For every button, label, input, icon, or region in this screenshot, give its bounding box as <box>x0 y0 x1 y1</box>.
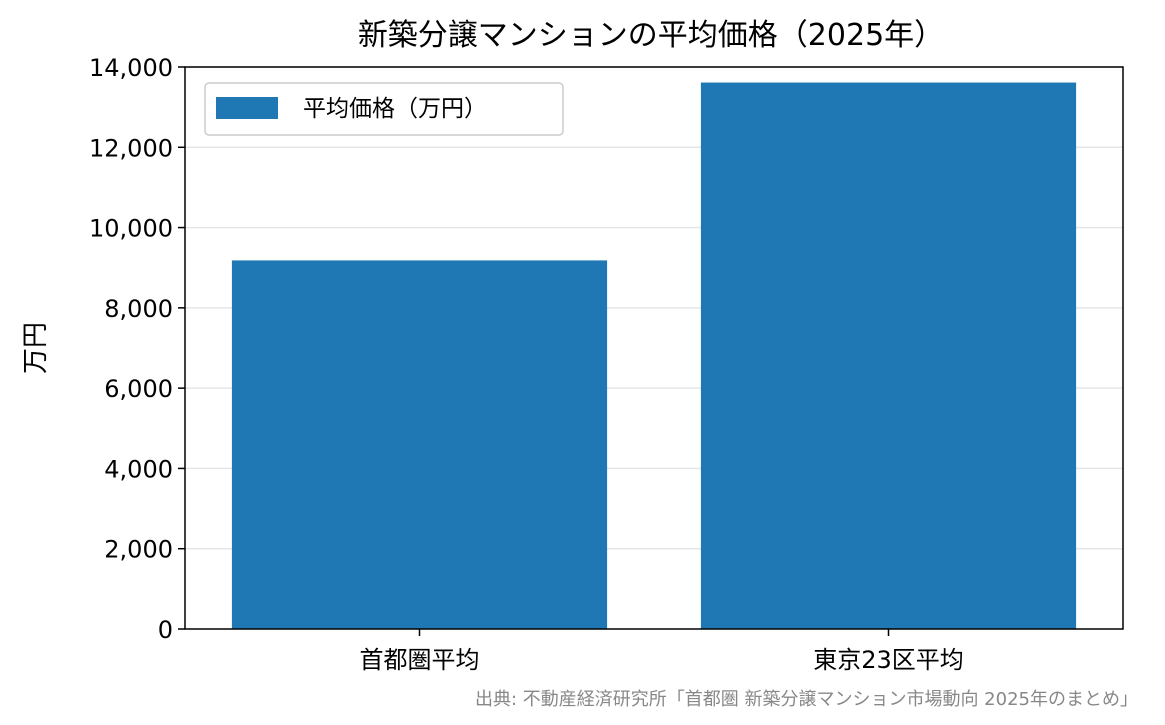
legend-box <box>204 82 564 136</box>
y-tick-label: 10,000 <box>89 215 173 243</box>
y-axis-label: 万円 <box>21 322 51 374</box>
legend-label: 平均価格（万円） <box>303 96 487 122</box>
bar <box>231 260 608 629</box>
bar <box>700 82 1077 630</box>
y-tick-label: 8,000 <box>104 295 173 323</box>
y-tick-label: 0 <box>158 616 173 644</box>
source-note: 出典: 不動産経済研究所「首都圏 新築分譲マンション市場動向 2025年のまとめ… <box>475 689 1138 710</box>
y-tick-label: 4,000 <box>104 455 173 483</box>
plot-frame <box>184 66 1124 630</box>
y-tick-label: 12,000 <box>89 134 173 162</box>
legend: 平均価格（万円） <box>204 82 564 136</box>
y-tick-label: 6,000 <box>104 375 173 403</box>
y-tick-label: 14,000 <box>89 54 173 82</box>
y-axis-ticks: 0 2,000 4,000 6,000 8,000 10,000 12,000 14,000 <box>89 54 185 644</box>
x-axis-ticks: 首都圏平均 東京23区平均 <box>360 629 964 674</box>
chart-title: 新築分譲マンションの平均価格（2025年） <box>358 18 944 53</box>
legend-swatch <box>216 97 278 119</box>
x-tick-label: 首都圏平均 <box>360 646 480 674</box>
bars <box>231 82 1077 630</box>
y-tick-label: 2,000 <box>104 536 173 564</box>
x-tick-label: 東京23区平均 <box>813 646 964 674</box>
